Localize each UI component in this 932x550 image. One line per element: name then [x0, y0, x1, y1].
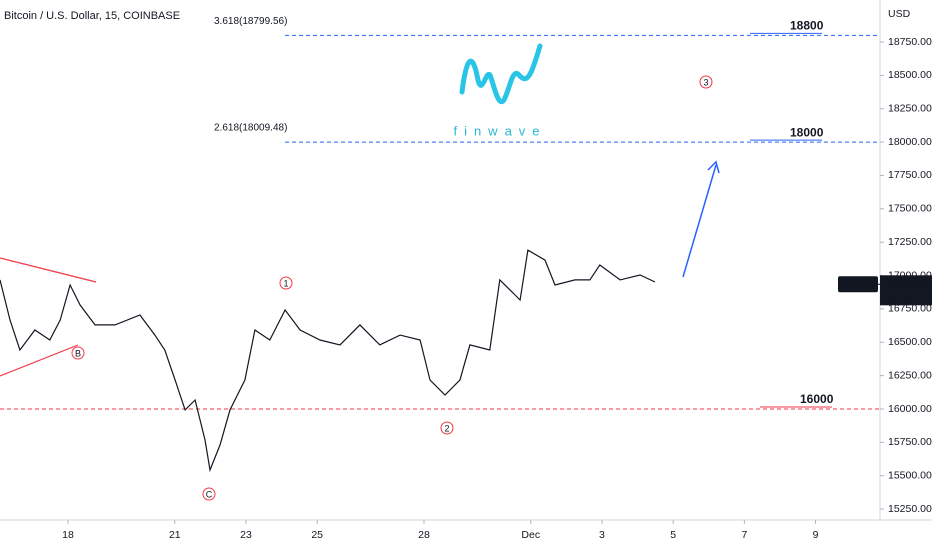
wave-circle [202, 487, 216, 501]
x-tick-label: Dec [521, 529, 540, 541]
fib-label: 3.618(18799.56) [214, 16, 287, 27]
y-tick-label: 16750.00 [888, 303, 932, 315]
wave-circle [699, 75, 713, 89]
watermark: finwave [453, 123, 546, 138]
wave-label: 1 [283, 278, 288, 288]
x-tick-label: 21 [169, 529, 181, 541]
arrow [682, 164, 717, 278]
x-tick-label: 25 [311, 529, 323, 541]
y-tick-label: 15750.00 [888, 436, 932, 448]
fib-label: 2.618(18009.48) [214, 123, 287, 134]
level-label: 16000 [800, 392, 834, 406]
y-tick-label: 17250.00 [888, 236, 932, 248]
price-tag [880, 275, 932, 306]
y-tick-label: 16500.00 [888, 336, 932, 348]
y-tick-label: 18000.00 [888, 136, 932, 148]
x-tick-label: 28 [418, 529, 430, 541]
x-tick-label: 9 [813, 529, 819, 541]
y-tick-label: 18750.00 [888, 36, 932, 48]
chart-title: Bitcoin / U.S. Dollar, 15, COINBASE [4, 10, 180, 22]
y-tick-label: 15500.00 [888, 469, 932, 481]
y-axis-label: USD [888, 8, 911, 20]
wave-label: 3 [703, 77, 708, 87]
y-tick-label: 17750.00 [888, 169, 932, 181]
wave-circle [279, 276, 293, 290]
y-tick-label: 17500.00 [888, 203, 932, 215]
wave-circle [71, 346, 85, 360]
y-tick-label: 18500.00 [888, 69, 932, 81]
x-tick-label: 7 [741, 529, 747, 541]
wave-label: 2 [444, 423, 449, 433]
y-tick-label: 15250.00 [888, 503, 932, 515]
wave-label: C [206, 489, 213, 499]
price-label: 16934.45 [886, 278, 930, 290]
wave-circle [440, 421, 454, 435]
x-tick-label: 23 [240, 529, 252, 541]
y-tick-label: 18250.00 [888, 103, 932, 115]
price-line [0, 249, 656, 473]
x-tick-label: 18 [62, 529, 74, 541]
trend-line [0, 257, 97, 283]
wave-label: B [75, 348, 81, 358]
countdown: 04:09 [886, 291, 912, 303]
symbol-label: BTCUSD [837, 279, 878, 290]
trend-line [0, 344, 79, 377]
x-tick-label: 5 [670, 529, 676, 541]
arrow-head [707, 160, 720, 174]
logo [459, 43, 543, 105]
x-tick-label: 3 [599, 529, 605, 541]
level-label: 18000 [790, 125, 824, 139]
y-tick-label: 16000.00 [888, 403, 932, 415]
level-label: 18800 [790, 19, 824, 33]
y-tick-label: 16250.00 [888, 369, 932, 381]
symbol-tag [838, 276, 878, 293]
